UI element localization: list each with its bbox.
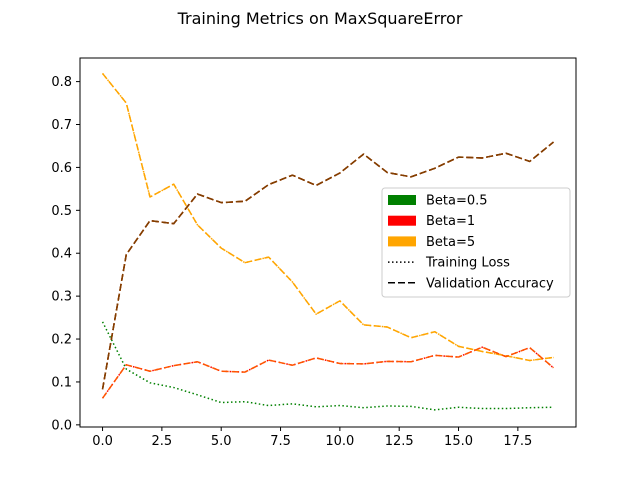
y-tick-label: 0.0 — [51, 418, 72, 433]
x-tick-label: 7.5 — [270, 434, 291, 449]
y-tick-label: 0.6 — [51, 161, 72, 176]
legend-label-beta-0-5: Beta=0.5 — [426, 194, 488, 209]
y-axis: 0.0 0.1 0.2 0.3 0.4 0.5 0.6 0.7 0.8 — [51, 75, 80, 433]
series-line-beta-0-5-training-loss — [101, 321, 554, 411]
y-tick-label: 0.7 — [51, 118, 72, 133]
legend-label-beta-5: Beta=5 — [426, 235, 475, 250]
plot-frame — [79, 57, 577, 428]
x-tick-label: 2.5 — [152, 434, 173, 449]
legend-swatch-beta-5 — [388, 236, 416, 247]
series-lines — [101, 72, 554, 411]
y-tick-label: 0.8 — [51, 75, 72, 90]
x-tick-label: 12.5 — [385, 434, 414, 449]
y-tick-label: 0.2 — [51, 333, 72, 348]
series-line-beta-5-validation-accuracy — [101, 72, 554, 362]
legend-label-training-loss: Training Loss — [425, 256, 510, 271]
legend-swatch-beta-1 — [388, 215, 416, 226]
y-tick-label: 0.3 — [51, 290, 72, 305]
y-tick-label: 0.1 — [51, 375, 72, 390]
x-tick-label: 0.0 — [92, 434, 113, 449]
series-overlay-line-1 — [101, 141, 554, 390]
legend-label-beta-1: Beta=1 — [426, 214, 475, 229]
x-tick-label: 15.0 — [444, 434, 473, 449]
series-overlay-line-2 — [101, 346, 554, 399]
legend: Beta=0.5 Beta=1 Beta=5 Training Loss Validat… — [381, 187, 571, 298]
legend-label-validation-accuracy: Validation Accuracy — [426, 276, 554, 291]
x-tick-label: 10.0 — [325, 434, 354, 449]
x-tick-label: 17.5 — [503, 434, 532, 449]
y-tick-label: 0.5 — [51, 204, 72, 219]
x-tick-label: 5.0 — [211, 434, 232, 449]
y-tick-label: 0.4 — [51, 247, 72, 262]
legend-box — [381, 187, 571, 298]
chart-title: Training Metrics on MaxSquareError — [177, 9, 463, 28]
x-axis: 0.0 2.5 5.0 7.5 10.0 12.5 15.0 17.5 — [92, 427, 532, 449]
legend-swatch-beta-0-5 — [388, 195, 416, 205]
